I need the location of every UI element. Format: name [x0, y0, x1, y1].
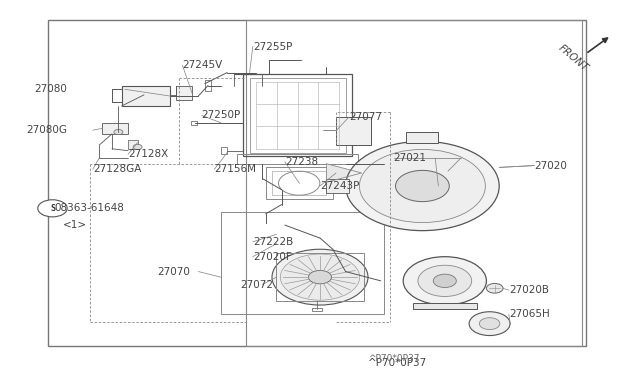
Text: FRONT: FRONT	[556, 42, 589, 73]
Text: 27243P: 27243P	[320, 181, 360, 191]
Circle shape	[418, 265, 472, 296]
Text: S: S	[50, 204, 55, 213]
Circle shape	[308, 270, 332, 284]
Circle shape	[272, 249, 368, 305]
Text: 27128GA: 27128GA	[93, 164, 141, 174]
Circle shape	[469, 312, 510, 336]
Bar	[276, 253, 364, 301]
Bar	[221, 147, 227, 154]
Bar	[312, 308, 322, 311]
Bar	[250, 78, 346, 153]
Circle shape	[114, 129, 123, 135]
Bar	[122, 86, 170, 106]
Circle shape	[403, 257, 486, 305]
Text: 27128X: 27128X	[128, 150, 168, 159]
Circle shape	[133, 144, 142, 150]
Bar	[191, 121, 197, 125]
Bar	[326, 179, 349, 193]
Bar	[243, 74, 352, 156]
Text: 27080G: 27080G	[26, 125, 67, 135]
Text: <1>: <1>	[63, 220, 87, 230]
Bar	[246, 20, 582, 346]
Text: 27020: 27020	[534, 161, 567, 170]
Circle shape	[479, 318, 500, 330]
Bar	[205, 80, 211, 91]
Bar	[128, 140, 138, 149]
Bar	[406, 132, 438, 143]
Bar	[237, 154, 358, 164]
Circle shape	[280, 254, 360, 300]
Circle shape	[38, 200, 67, 217]
Text: 27080: 27080	[35, 84, 67, 94]
Bar	[413, 303, 477, 309]
Bar	[266, 167, 333, 199]
Bar	[272, 171, 326, 195]
Text: 27072: 27072	[240, 280, 273, 289]
Circle shape	[486, 283, 503, 293]
Text: 27065H: 27065H	[509, 310, 550, 319]
Text: 27238: 27238	[285, 157, 318, 167]
Text: ^P70*0P37: ^P70*0P37	[368, 354, 419, 363]
Text: 27156M: 27156M	[214, 164, 257, 174]
Text: 27222B: 27222B	[253, 237, 293, 247]
Text: 27020B: 27020B	[509, 285, 548, 295]
Text: 27250P: 27250P	[202, 110, 241, 120]
Text: 27245V: 27245V	[182, 60, 223, 70]
Bar	[336, 117, 371, 145]
Circle shape	[433, 274, 456, 288]
Text: 27255P: 27255P	[253, 42, 292, 51]
Text: 27021: 27021	[394, 153, 427, 163]
Bar	[102, 123, 128, 134]
Text: 27077: 27077	[349, 112, 382, 122]
Circle shape	[346, 141, 499, 231]
Circle shape	[360, 150, 485, 222]
Circle shape	[396, 170, 449, 202]
Bar	[48, 20, 586, 346]
Text: 08363-61648: 08363-61648	[54, 203, 124, 213]
Bar	[176, 86, 192, 100]
Text: ^P70*0P37: ^P70*0P37	[368, 358, 428, 368]
Polygon shape	[326, 164, 362, 182]
Bar	[221, 212, 384, 314]
Text: 27020F: 27020F	[253, 252, 292, 262]
Text: 27070: 27070	[157, 267, 189, 276]
